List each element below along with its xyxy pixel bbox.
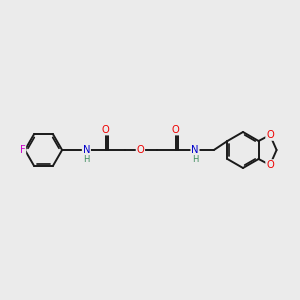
Text: H: H [83,154,90,164]
Text: O: O [102,124,110,135]
Text: O: O [136,145,144,155]
Text: O: O [266,130,274,140]
Text: H: H [192,154,198,164]
Text: O: O [172,124,179,135]
Text: F: F [20,145,26,155]
Text: N: N [191,145,199,155]
Text: O: O [266,160,274,170]
Text: N: N [82,145,90,155]
